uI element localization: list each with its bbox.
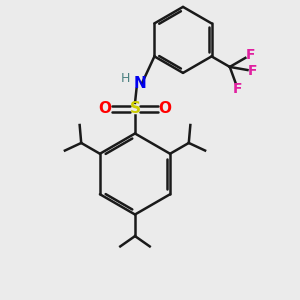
Text: S: S	[130, 101, 140, 116]
Text: H: H	[120, 71, 130, 85]
Text: N: N	[134, 76, 146, 91]
Text: F: F	[245, 48, 255, 62]
Text: F: F	[233, 82, 242, 96]
Text: F: F	[248, 64, 258, 78]
Text: O: O	[98, 101, 112, 116]
Text: O: O	[158, 101, 172, 116]
